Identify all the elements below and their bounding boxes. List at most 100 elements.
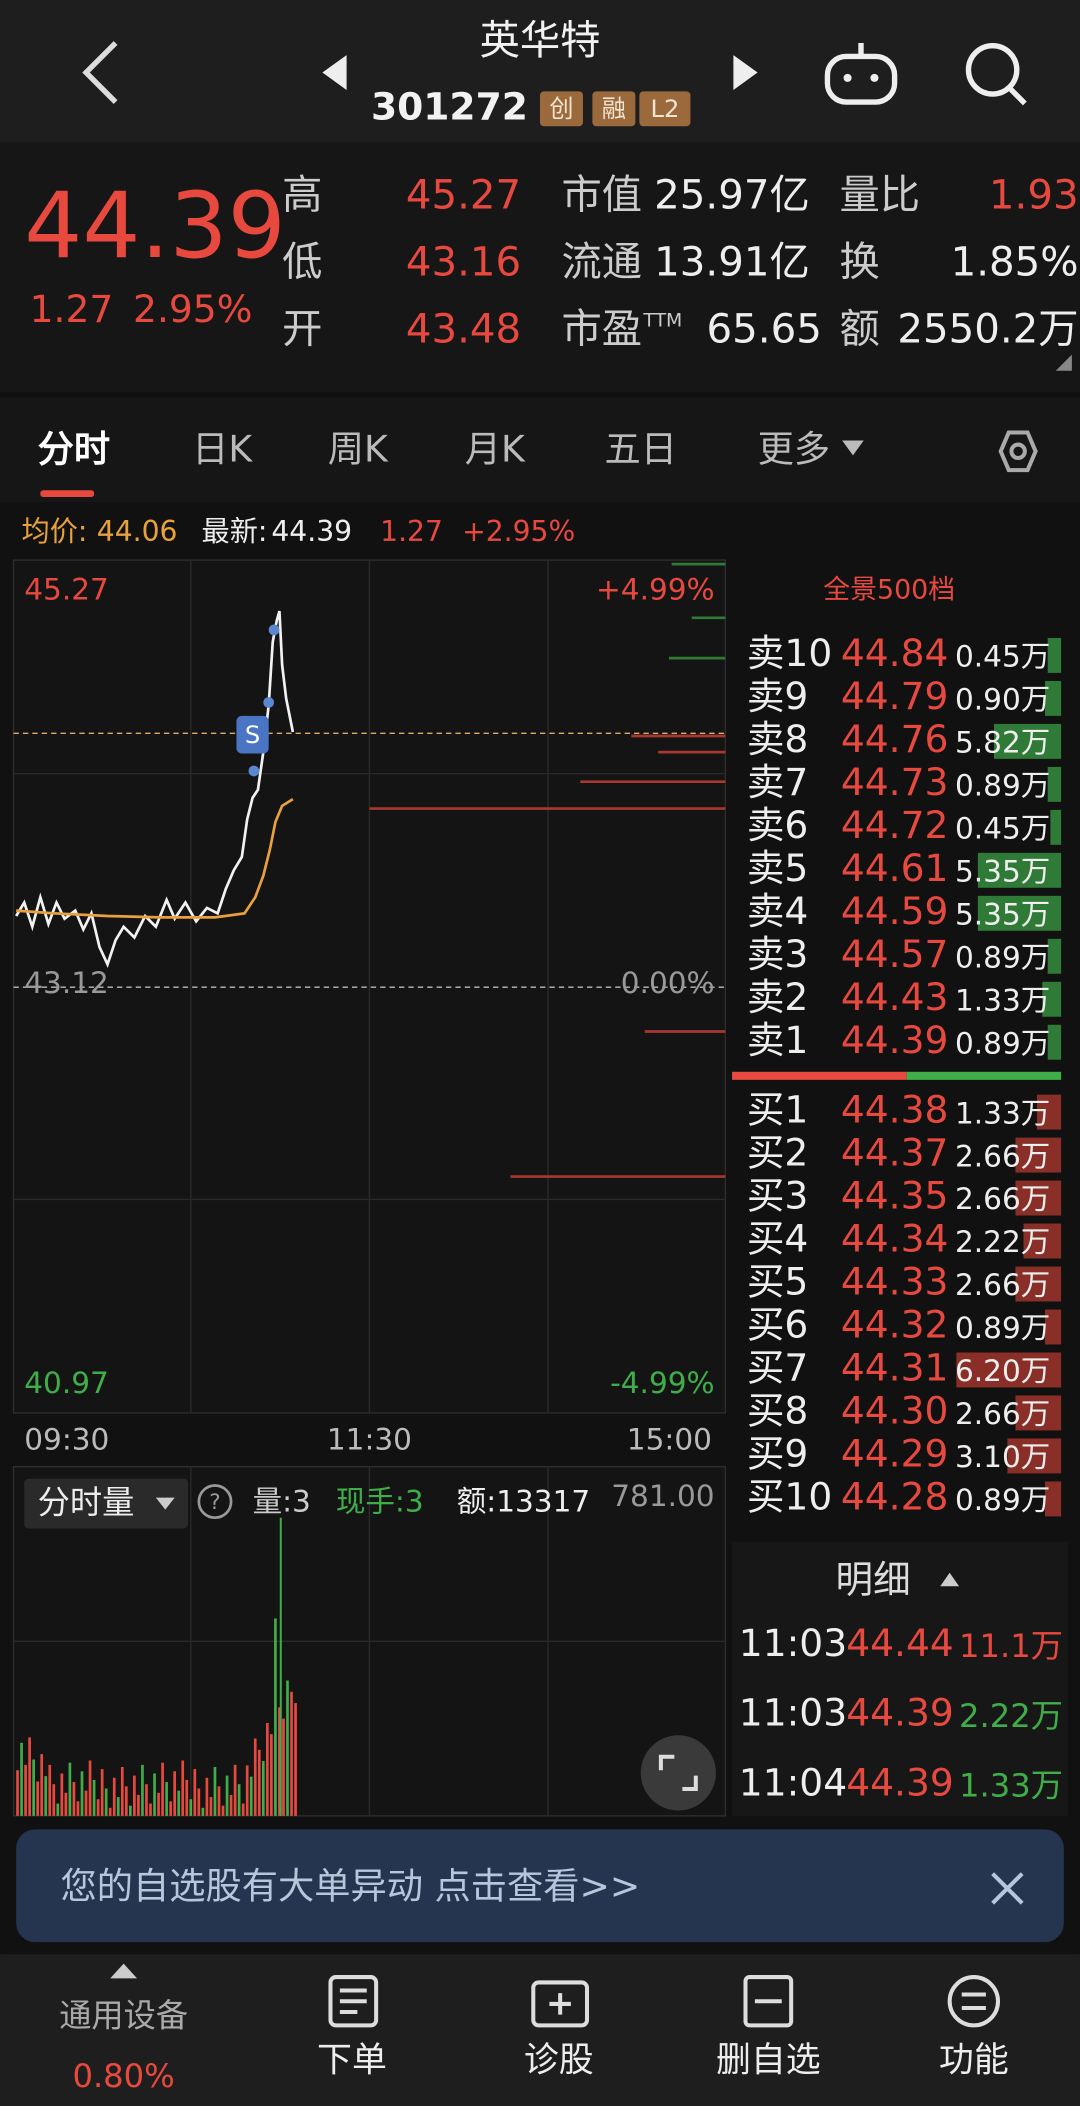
book-price: 44.32 <box>841 1302 949 1346</box>
book-level: 卖2 <box>747 975 809 1019</box>
banner-close[interactable] <box>991 1872 1024 1905</box>
volume-bar <box>137 1794 140 1816</box>
nav-item[interactable]: 诊股 <box>524 2041 594 2081</box>
volume-bar <box>161 1762 164 1816</box>
detail-volume: 1.33万 <box>959 1767 1063 1805</box>
tab[interactable]: 五日 <box>604 427 677 470</box>
info-avg-label: 均价: <box>22 515 88 548</box>
badge-label: 创 <box>549 95 573 123</box>
book-level: 买2 <box>747 1131 809 1175</box>
badge <box>540 91 583 127</box>
book-volume: 1.33万 <box>955 983 1050 1017</box>
signal-marker[interactable] <box>236 715 269 754</box>
tab[interactable]: 更多 <box>758 427 831 470</box>
base-pct-label: 0.00% <box>621 966 715 1000</box>
volume-bar <box>36 1781 40 1816</box>
nav-item[interactable]: 功能 <box>939 2041 1009 2081</box>
help-icon[interactable] <box>197 1484 233 1520</box>
fullscreen-button[interactable] <box>640 1735 716 1811</box>
book-volume: 5.35万 <box>955 898 1050 932</box>
book-level: 卖4 <box>747 889 809 933</box>
book-volume: 0.89万 <box>955 1311 1050 1345</box>
nav-bg <box>0 1954 1080 2106</box>
book-level: 买8 <box>747 1388 809 1432</box>
stat-label: 流通 <box>561 239 642 286</box>
price-change: 1.27 <box>30 287 114 331</box>
tab[interactable]: 日K <box>192 427 253 470</box>
info-pct: +2.95% <box>462 515 575 548</box>
volume-bar <box>253 1738 257 1816</box>
volume-bar <box>52 1784 56 1816</box>
tab[interactable]: 分时 <box>38 427 111 470</box>
volume-bar <box>16 1770 19 1816</box>
alert-banner-text[interactable]: 您的自选股有大单异动 点击查看>> <box>61 1864 641 1907</box>
volume-bar <box>88 1760 92 1816</box>
detail-arrow <box>940 1572 960 1587</box>
function-icon <box>947 1975 1001 2028</box>
volume-hand: 现手:3 <box>336 1484 424 1518</box>
device-label[interactable]: 通用设备 <box>59 1996 188 2034</box>
ask-depth-bar <box>1050 809 1062 845</box>
order-book-title[interactable]: 全景500档 <box>823 574 955 605</box>
volume-bar <box>129 1805 132 1816</box>
search-icon[interactable] <box>965 42 1027 106</box>
book-price: 44.28 <box>841 1474 949 1518</box>
more-arrow <box>842 440 864 456</box>
detail-time: 11:03 <box>739 1621 847 1665</box>
tab[interactable]: 周K <box>328 427 389 470</box>
volume-bar <box>40 1754 44 1816</box>
book-level: 买4 <box>747 1217 809 1261</box>
book-price: 44.72 <box>841 803 949 847</box>
detail-time: 11:03 <box>739 1691 847 1735</box>
volume-selector[interactable] <box>24 1478 189 1529</box>
volume-bar <box>181 1760 185 1816</box>
ask-depth-bar <box>1042 981 1062 1017</box>
stat-value: 65.65 <box>707 306 822 353</box>
back-button[interactable] <box>82 41 118 104</box>
settings-icon[interactable] <box>998 430 1038 473</box>
book-price: 44.31 <box>841 1345 949 1389</box>
stat-label: 市值 <box>561 171 642 218</box>
next-stock[interactable] <box>733 55 758 90</box>
book-price: 44.61 <box>841 846 949 890</box>
volume-bar <box>213 1766 217 1816</box>
volume-bar <box>28 1737 31 1816</box>
book-price: 44.59 <box>841 889 949 933</box>
book-price: 44.35 <box>841 1174 949 1218</box>
nav-item[interactable]: 删自选 <box>716 2041 821 2081</box>
stat-value: 1.93 <box>989 171 1079 218</box>
alert-banner[interactable] <box>16 1829 1064 1943</box>
book-level: 卖10 <box>747 631 832 675</box>
stat-value: 1.85% <box>951 239 1079 286</box>
detail-title[interactable]: 明细 <box>835 1558 910 1602</box>
volume-bar <box>124 1786 128 1816</box>
volume-bar <box>56 1803 60 1816</box>
book-volume: 0.45万 <box>955 812 1050 846</box>
volume-bar <box>145 1784 148 1816</box>
book-level: 卖7 <box>747 760 809 804</box>
base-price-label: 43.12 <box>24 966 109 1000</box>
nav-item[interactable]: 下单 <box>317 2041 387 2081</box>
tab[interactable]: 月K <box>465 427 526 470</box>
volume-bar <box>241 1803 245 1816</box>
detail-time: 11:04 <box>739 1760 847 1804</box>
volume-selector-label: 分时量 <box>38 1483 135 1521</box>
detail-price: 44.39 <box>846 1760 954 1804</box>
prev-stock[interactable] <box>322 55 347 90</box>
book-volume: 1.33万 <box>955 1096 1050 1130</box>
book-price: 44.34 <box>841 1217 949 1261</box>
book-level: 卖6 <box>747 803 809 847</box>
book-level: 买3 <box>747 1174 809 1218</box>
robot-icon[interactable] <box>824 42 898 105</box>
volume-bar <box>229 1794 233 1816</box>
function-icon-lines <box>961 1992 986 2010</box>
stat-label: 高 <box>282 171 322 218</box>
book-volume: 2.66万 <box>955 1397 1050 1431</box>
book-price: 44.43 <box>841 975 949 1019</box>
info-latest-label: 最新: <box>202 515 268 548</box>
book-volume: 0.45万 <box>955 640 1050 674</box>
trade-dot <box>263 697 275 708</box>
volume-bar <box>270 1734 273 1816</box>
ask-depth-bar <box>977 895 1062 931</box>
info-bar <box>0 505 1080 559</box>
